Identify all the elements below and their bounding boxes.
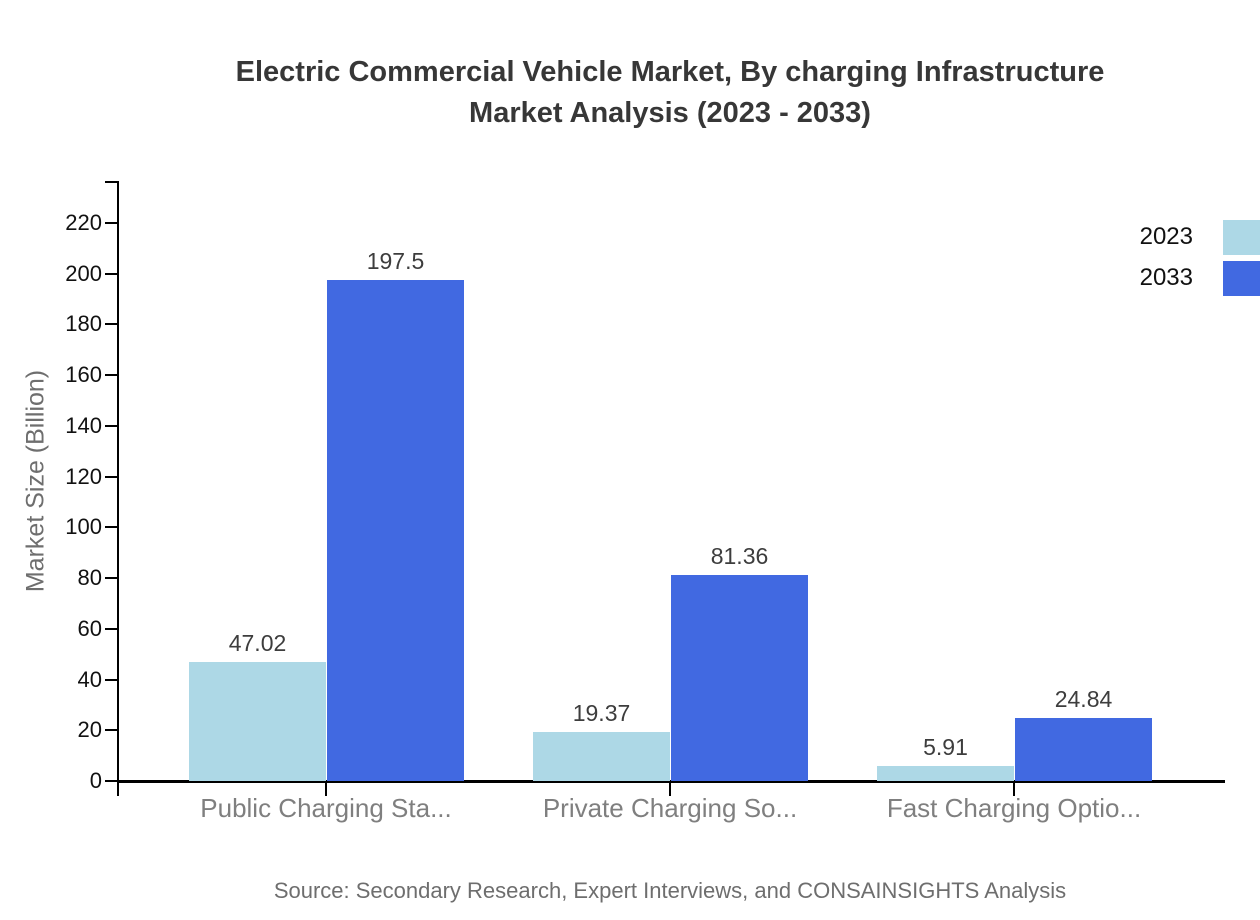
chart-title: Electric Commercial Vehicle Market, By c… bbox=[80, 52, 1260, 134]
bar-2023-2 bbox=[533, 732, 670, 781]
y-tick-label: 100 bbox=[65, 514, 102, 540]
bar-value-label: 19.37 bbox=[572, 700, 631, 726]
y-axis-end-cap bbox=[105, 181, 119, 183]
bar-2033-3 bbox=[1015, 718, 1152, 781]
source-note: Source: Secondary Research, Expert Inter… bbox=[273, 878, 1067, 903]
y-tick-label: 180 bbox=[65, 311, 102, 337]
y-tick-mark bbox=[105, 729, 117, 732]
bar-2033-2 bbox=[671, 575, 808, 781]
y-tick-label: 40 bbox=[77, 666, 102, 692]
y-tick-label: 20 bbox=[77, 717, 102, 743]
y-tick-mark bbox=[105, 272, 117, 275]
bar-value-label: 47.02 bbox=[228, 630, 287, 656]
bar-value-label: 5.91 bbox=[923, 734, 968, 760]
y-tick-label: 0 bbox=[89, 768, 102, 793]
x-tick-mark bbox=[1013, 781, 1015, 796]
chart-title-line-2: Market Analysis (2023 - 2033) bbox=[469, 97, 871, 129]
y-tick-label: 60 bbox=[77, 615, 102, 641]
y-tick-mark bbox=[105, 678, 117, 681]
y-tick-label: 200 bbox=[65, 260, 102, 286]
x-category-label: Public Charging Sta... bbox=[200, 793, 452, 823]
legend-label-2023: 2023 bbox=[1139, 223, 1193, 250]
y-tick-mark bbox=[105, 374, 117, 377]
y-tick-label: 220 bbox=[65, 210, 102, 235]
y-tick-mark bbox=[105, 577, 117, 580]
bar-value-label: 197.5 bbox=[366, 248, 425, 274]
y-tick-mark bbox=[105, 627, 117, 630]
y-tick-label: 120 bbox=[65, 463, 102, 489]
x-tick-mark bbox=[325, 781, 327, 796]
y-tick-mark bbox=[105, 475, 117, 478]
y-tick-label: 140 bbox=[65, 412, 102, 438]
chart-title-line-1: Electric Commercial Vehicle Market, By c… bbox=[235, 56, 1105, 88]
y-tick-mark bbox=[105, 424, 117, 427]
legend-label-2033: 2033 bbox=[1139, 264, 1193, 291]
bar-2033-1 bbox=[327, 280, 464, 781]
legend-swatch-2023 bbox=[1223, 220, 1260, 255]
y-tick-mark bbox=[105, 526, 117, 529]
y-tick-mark bbox=[105, 323, 117, 326]
y-axis-line bbox=[117, 181, 119, 796]
x-tick-mark bbox=[669, 781, 671, 796]
bar-2023-3 bbox=[877, 766, 1014, 781]
y-tick-label: 160 bbox=[65, 362, 102, 388]
y-tick-mark bbox=[105, 780, 117, 782]
x-category-label: Private Charging So... bbox=[542, 793, 798, 823]
y-tick-label: 80 bbox=[77, 565, 102, 591]
y-tick-mark bbox=[105, 222, 117, 224]
bar-value-label: 81.36 bbox=[710, 543, 769, 569]
legend-swatch-2033 bbox=[1223, 261, 1260, 296]
x-category-label: Fast Charging Optio... bbox=[886, 793, 1142, 823]
bar-value-label: 24.84 bbox=[1054, 686, 1113, 712]
bar-2023-1 bbox=[189, 662, 326, 781]
x-axis-line bbox=[117, 780, 1225, 783]
